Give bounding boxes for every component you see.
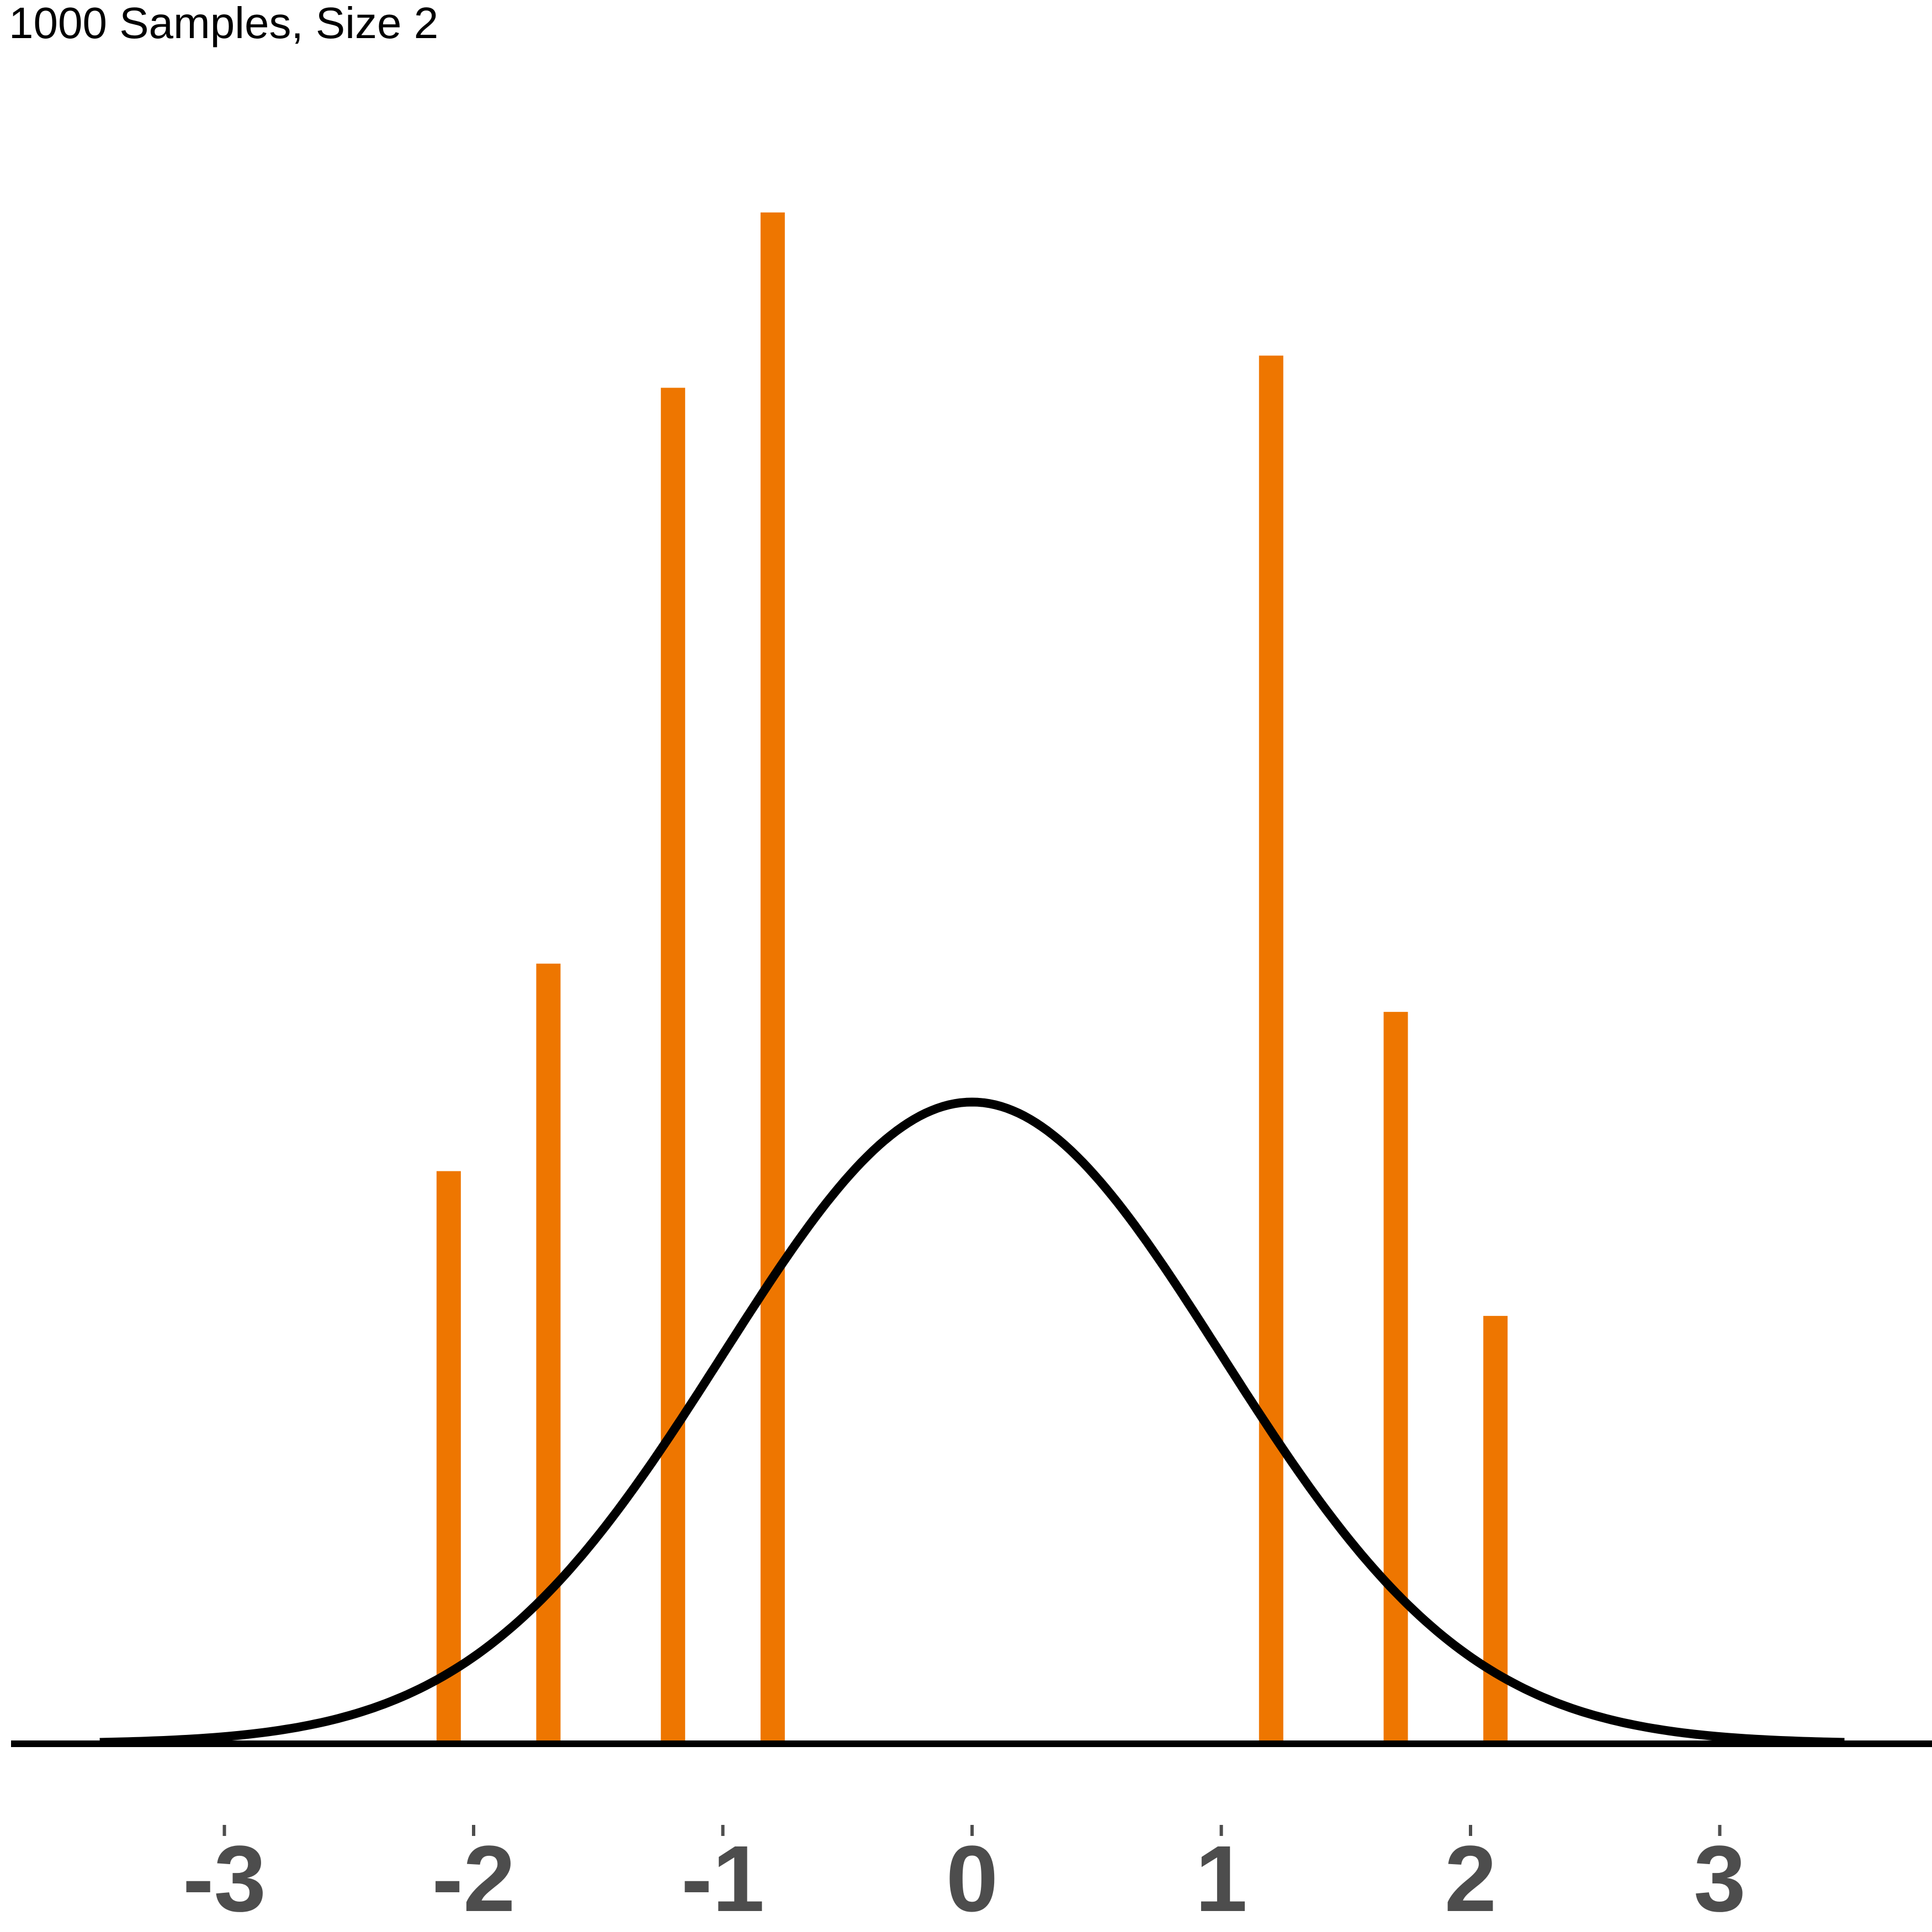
bar: [536, 963, 561, 1744]
x-tick-label: -3: [183, 1827, 266, 1931]
bar: [1259, 355, 1283, 1744]
bar: [1383, 1012, 1408, 1744]
x-tick-label: 1: [1195, 1827, 1248, 1931]
x-tick-label: -1: [681, 1827, 765, 1931]
x-tick-label: 0: [946, 1827, 999, 1931]
x-ticks-layer: -3 -2 -1 0 1 2 3: [183, 1825, 1746, 1931]
bar: [760, 212, 785, 1744]
x-tick-label: 3: [1694, 1827, 1746, 1931]
x-tick-label: -2: [432, 1827, 515, 1931]
bar: [436, 1171, 461, 1744]
x-tick-label: 2: [1445, 1827, 1497, 1931]
normal-density-curve: [99, 1097, 1845, 1747]
chart-title: 1000 Samples, Size 2: [9, 0, 439, 47]
bar: [661, 388, 686, 1744]
bars-layer: [436, 212, 1508, 1744]
